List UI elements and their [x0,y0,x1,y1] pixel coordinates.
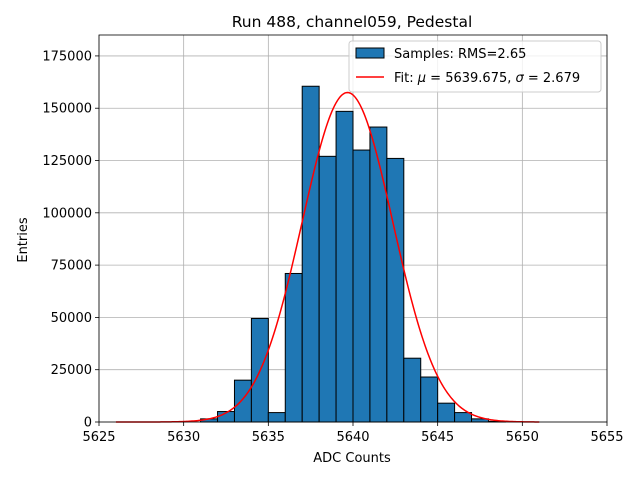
histogram-bar [318,155,337,423]
legend: Samples: RMS=2.65 Fit: μ = 5639.675, σ =… [348,40,602,93]
legend-box [348,40,602,93]
histogram-bar [403,357,422,423]
y-tick-label: 100000 [42,206,92,221]
x-tick-label: 5640 [336,430,369,445]
legend-fit-label: Fit: μ = 5639.675, σ = 2.679 [394,71,580,86]
x-tick-label: 5630 [167,430,200,445]
histogram-bar [386,157,405,423]
legend-mu-text: = 5639.675, [426,71,515,86]
x-tick-label: 5635 [252,430,285,445]
y-axis-ticks: 0 25000 50000 75000 100000 125000 150000 175000 [42,49,99,431]
histogram-bar [369,126,388,423]
histogram-bar [454,412,473,423]
y-axis-label: Entries [16,217,31,263]
legend-sigma-text: = 2.679 [524,71,580,86]
histogram-bar [301,85,320,423]
x-tick-label: 5650 [506,430,539,445]
legend-fit-prefix: Fit: [394,71,418,86]
legend-sigma-symbol: σ [516,71,525,86]
histogram-bar [233,379,252,423]
legend-samples-swatch [355,47,385,59]
chart-title: Run 488, channel059, Pedestal [232,13,473,31]
x-tick-label: 5645 [421,430,454,445]
histogram-bar [335,110,354,423]
fit-curve [115,91,540,423]
histogram-bar [352,149,371,423]
x-tick-label: 5655 [590,430,623,445]
histogram-bar [420,376,439,423]
y-tick-label: 0 [84,416,92,431]
y-tick-label: 175000 [42,49,92,64]
x-axis-ticks: 5625 5630 5635 5640 5645 5650 5655 [82,422,624,445]
histogram-bar [267,412,286,423]
y-tick-label: 50000 [51,311,92,326]
y-tick-label: 125000 [42,154,92,169]
y-tick-label: 150000 [42,102,92,117]
histogram-bar [437,402,456,423]
histogram-bar [284,272,303,423]
legend-samples-label: Samples: RMS=2.65 [394,47,526,62]
x-axis-label: ADC Counts [313,451,391,466]
legend-mu-symbol: μ [417,71,426,86]
y-tick-label: 75000 [51,259,92,274]
x-tick-label: 5625 [82,430,115,445]
y-tick-label: 25000 [51,363,92,378]
